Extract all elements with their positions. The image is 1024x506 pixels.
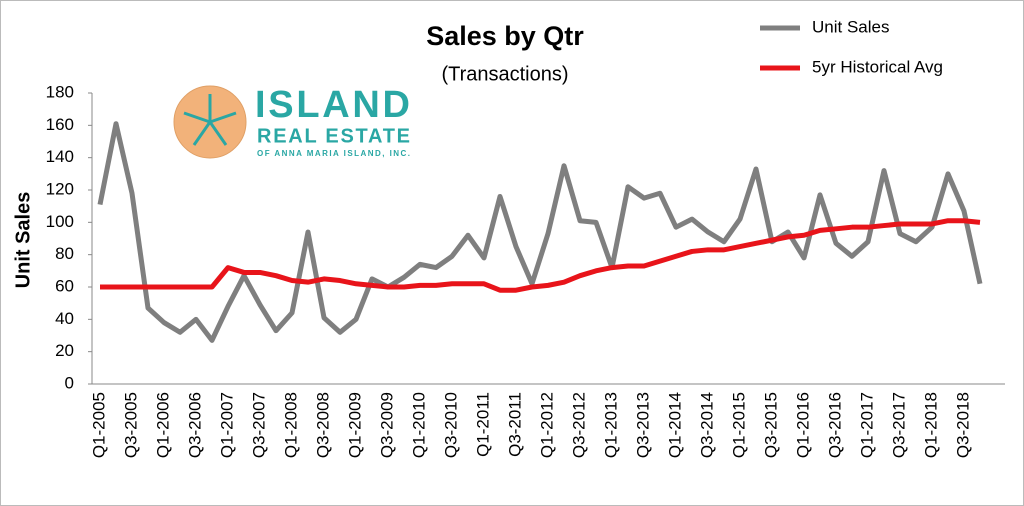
x-tick-label: Q1-2017 <box>857 392 876 458</box>
y-tick-label: 20 <box>55 341 74 360</box>
x-tick-label: Q3-2015 <box>761 392 780 458</box>
logo-line3: OF ANNA MARIA ISLAND, INC. <box>257 149 410 158</box>
logo-star <box>183 94 237 146</box>
x-tick-label: Q3-2012 <box>569 392 588 458</box>
x-tick-label: Q1-2016 <box>793 392 812 458</box>
y-tick-label: 160 <box>46 115 74 134</box>
logo: ISLAND REAL ESTATE OF ANNA MARIA ISLAND,… <box>173 84 410 159</box>
y-tick-label: 0 <box>65 373 74 392</box>
x-tick-label: Q1-2010 <box>409 392 428 458</box>
x-tick-label: Q3-2006 <box>185 392 204 458</box>
x-tick-label: Q1-2015 <box>729 392 748 458</box>
x-tick-label: Q1-2013 <box>601 392 620 458</box>
logo-line2: REAL ESTATE <box>257 125 410 147</box>
chart-subtitle: (Transactions) <box>441 63 568 85</box>
x-tick-label: Q3-2014 <box>697 392 716 458</box>
x-tick-label: Q3-2018 <box>953 392 972 458</box>
x-tick-label: Q3-2016 <box>825 392 844 458</box>
y-tick-label: 100 <box>46 212 74 231</box>
y-axis-label: Unit Sales <box>12 192 34 289</box>
x-tick-label: Q1-2006 <box>153 392 172 458</box>
x-tick-label: Q1-2009 <box>345 392 364 458</box>
y-tick-label: 40 <box>55 309 74 328</box>
x-tick-label: Q3-2007 <box>249 392 268 458</box>
series-line <box>100 218 981 293</box>
y-tick-label: 180 <box>46 82 74 101</box>
x-tick-label: Q3-2010 <box>441 392 460 458</box>
legend-label: 5yr Historical Avg <box>812 57 943 76</box>
chart-title: Sales by Qtr <box>426 21 584 51</box>
y-tick-label: 120 <box>46 179 74 198</box>
x-tick-label: Q3-2017 <box>889 392 908 458</box>
x-tick-label: Q3-2005 <box>121 392 140 458</box>
x-tick-label: Q3-2011 <box>505 392 524 457</box>
x-tick-label: Q1-2014 <box>665 392 684 458</box>
x-tick-label: Q1-2012 <box>537 392 556 458</box>
series-line <box>97 121 983 343</box>
y-tick-label: 140 <box>46 147 74 166</box>
x-tick-label: Q3-2013 <box>633 392 652 458</box>
x-tick-label: Q1-2007 <box>217 392 236 458</box>
logo-line1: ISLAND <box>255 84 410 126</box>
x-tick-label: Q1-2008 <box>281 392 300 458</box>
y-tick-label: 80 <box>55 244 74 263</box>
x-tick-label: Q1-2011 <box>473 392 492 457</box>
x-tick-label: Q1-2018 <box>921 392 940 458</box>
x-tick-label: Q3-2008 <box>313 392 332 458</box>
x-tick-label: Q3-2009 <box>377 392 396 458</box>
x-tick-label: Q1-2005 <box>89 392 108 458</box>
y-tick-label: 60 <box>55 276 74 295</box>
legend-label: Unit Sales <box>812 17 889 36</box>
